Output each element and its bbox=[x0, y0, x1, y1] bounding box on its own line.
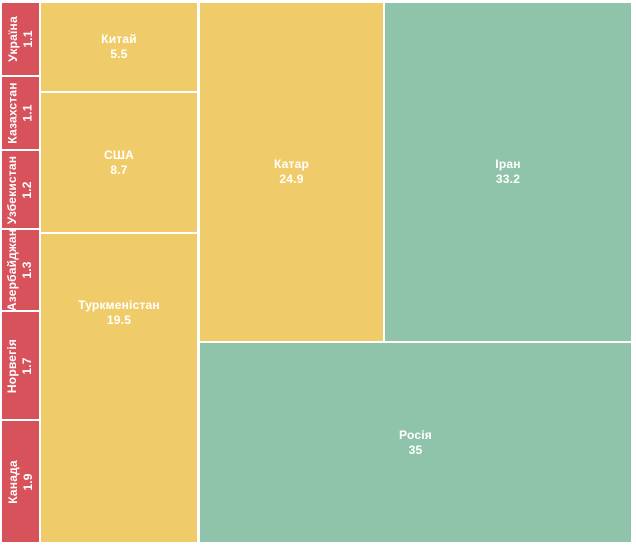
treemap-cell-turkmenistan[interactable]: Туркменістан 19.5 bbox=[41, 234, 197, 542]
treemap-cell-kazakhstan[interactable]: Казахстан 1.1 bbox=[2, 77, 39, 149]
cell-value: 24.9 bbox=[279, 172, 304, 186]
cell-label: Туркменістан bbox=[78, 298, 160, 312]
cell-label: Катар bbox=[273, 157, 310, 171]
cell-label: Узбекистан bbox=[5, 155, 20, 224]
treemap-cell-china[interactable]: Китай 5.5 bbox=[41, 3, 197, 91]
treemap-cell-usa[interactable]: США 8.7 bbox=[41, 93, 197, 232]
cell-value: 35 bbox=[408, 442, 423, 457]
cell-label: США bbox=[104, 147, 134, 162]
cell-value: 5.5 bbox=[110, 47, 128, 61]
cell-label: Україна bbox=[5, 16, 20, 62]
cell-label: Азербайджан bbox=[5, 228, 20, 312]
cell-value: 1.2 bbox=[20, 180, 35, 199]
treemap-cell-qatar[interactable]: Катар 24.9 bbox=[200, 3, 383, 341]
cell-value: 1.1 bbox=[20, 104, 35, 122]
cell-label: Китай bbox=[101, 32, 137, 46]
treemap-cell-uzbekistan[interactable]: Узбекистан 1.2 bbox=[2, 151, 39, 228]
treemap-cell-ukraine[interactable]: Україна 1.1 bbox=[2, 3, 39, 75]
treemap-cell-russia[interactable]: Росія 35 bbox=[200, 343, 631, 542]
cell-label: Норвегія bbox=[5, 338, 20, 393]
cell-label: Казахстан bbox=[5, 82, 20, 144]
cell-value: 1.9 bbox=[20, 472, 35, 491]
cell-value: 8.7 bbox=[110, 162, 128, 177]
cell-value: 1.1 bbox=[20, 30, 35, 48]
cell-value: 1.7 bbox=[20, 356, 35, 375]
cell-label: Іран bbox=[495, 157, 521, 171]
treemap-cell-canada[interactable]: Канада 1.9 bbox=[2, 421, 39, 542]
treemap-cell-iran[interactable]: Іран 33.2 bbox=[385, 3, 631, 341]
cell-label: Росія bbox=[399, 427, 432, 442]
cell-value: 19.5 bbox=[106, 313, 132, 327]
cell-value: 1.3 bbox=[20, 261, 35, 279]
cell-label: Канада bbox=[5, 459, 20, 504]
treemap-cell-azerbaijan[interactable]: Азербайджан 1.3 bbox=[2, 228, 39, 312]
cell-value: 33.2 bbox=[495, 172, 521, 186]
treemap-cell-norway[interactable]: Норвегія 1.7 bbox=[2, 312, 39, 419]
